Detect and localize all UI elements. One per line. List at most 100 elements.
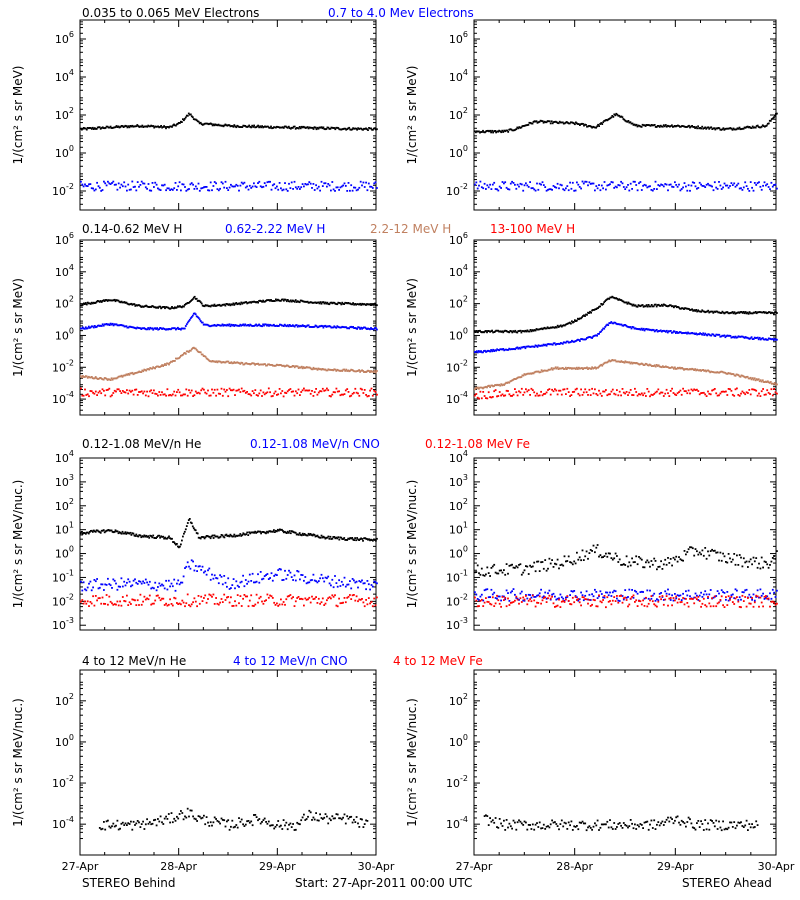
data-point [267,596,270,599]
data-point [336,325,339,328]
data-point [120,577,123,580]
data-point [205,304,208,307]
data-point [667,366,670,369]
data-point [495,349,497,352]
data-point [498,330,500,333]
data-point [264,125,266,128]
data-point [90,128,93,130]
data-point [208,536,211,538]
data-point [320,324,323,327]
data-point [589,394,592,396]
data-point [340,393,343,396]
data-point [352,369,354,372]
data-point [130,188,132,191]
legend-1-2: 0.7 to 4.0 Mev Electrons [328,6,474,20]
data-point [242,363,245,366]
data-point [322,126,325,129]
data-point [554,366,557,369]
data-point [631,394,633,396]
data-point [340,580,343,583]
data-point [324,576,327,579]
data-point [485,330,487,332]
data-point [204,355,207,358]
data-point [266,324,268,327]
data-point [693,554,696,557]
data-point [646,124,649,126]
data-point [139,534,142,537]
data-point [181,306,183,309]
data-point [499,348,502,351]
data-point [102,127,105,129]
series-2-2-12-mev-h [474,359,778,391]
data-point [339,602,342,605]
data-point [192,183,194,186]
data-point [753,389,756,391]
data-point [685,553,687,556]
data-point [239,391,242,393]
data-point [262,299,264,302]
data-point [586,337,588,339]
data-point [117,299,120,302]
data-point [314,126,317,129]
data-point [237,534,240,537]
data-point [662,185,665,188]
data-point [619,361,622,363]
data-point [169,394,171,396]
data-point [223,575,226,577]
data-point [89,530,92,532]
data-point [491,183,494,186]
data-point [549,368,552,371]
data-point [616,113,619,116]
data-point [266,391,269,394]
data-point [622,563,625,565]
data-point [498,349,500,352]
data-point [268,325,270,327]
data-point [719,184,722,187]
data-point [303,185,305,188]
data-point [568,341,571,344]
data-point [89,376,92,379]
data-point [98,531,101,533]
data-point [108,324,111,326]
data-point [327,535,330,538]
data-point [734,563,737,566]
data-point [221,534,224,537]
data-point [734,388,737,391]
data-point [376,328,378,331]
data-point [271,184,274,187]
data-point [544,392,547,395]
data-point [760,311,763,314]
data-point [518,564,520,566]
data-point [335,582,338,584]
data-point [368,538,370,541]
data-point [192,601,194,604]
data-point [674,125,676,127]
data-point [121,324,124,327]
data-point [704,547,707,549]
data-point [152,366,155,369]
data-point [607,184,610,186]
data-point [98,126,101,129]
data-point [217,603,220,606]
data-point [292,531,295,534]
data-point [324,182,327,185]
data-point [296,325,299,328]
data-point [278,299,280,302]
data-point [185,350,188,353]
data-point [186,188,189,191]
data-point [577,392,580,395]
data-point [620,360,623,362]
data-point [140,328,143,330]
data-point [570,561,573,564]
data-point [114,377,117,380]
data-point [763,338,766,341]
data-point [240,324,243,327]
data-point [158,328,160,331]
data-point [135,533,138,536]
data-point [690,546,693,549]
data-point [644,328,647,331]
data-point [243,533,246,536]
data-point [347,537,350,540]
data-point [628,302,631,305]
data-point [734,312,737,315]
